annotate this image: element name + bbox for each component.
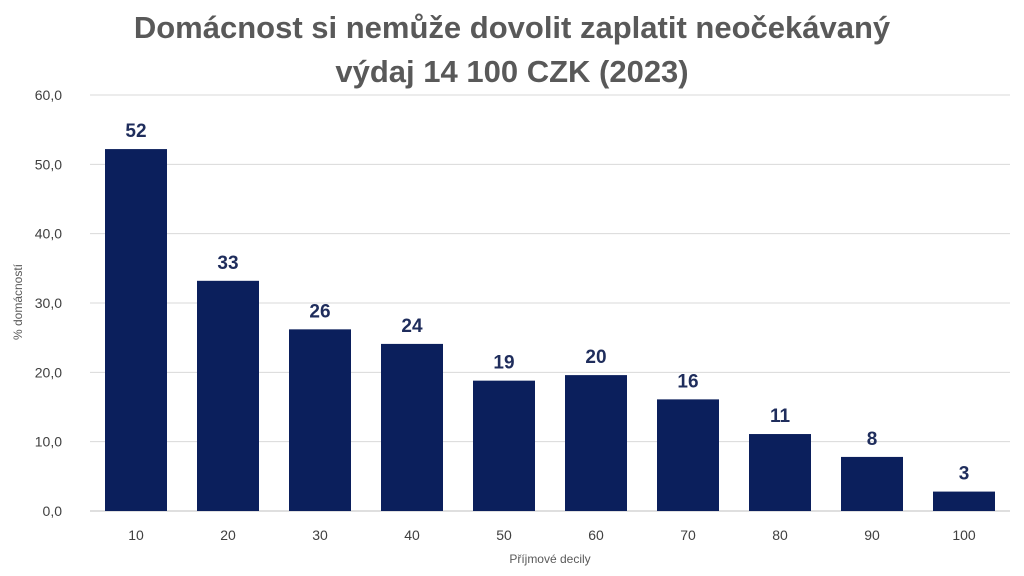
x-axis-ticks: 10 20 30 40 50 60 70 80 90 100 [128,527,976,543]
bar [841,456,903,511]
bar [657,399,719,511]
x-tick-label: 80 [772,527,788,543]
bar [289,329,351,511]
y-axis-ticks: 0,0 10,0 20,0 30,0 40,0 50,0 60,0 [35,87,62,519]
bar [749,434,811,511]
chart-title-line2: výdaj 14 100 CZK (2023) [335,54,689,89]
y-tick-label: 60,0 [35,87,62,103]
x-tick-label: 70 [680,527,696,543]
x-tick-label: 40 [404,527,420,543]
data-label: 8 [867,429,878,450]
bar [473,380,535,511]
x-tick-label: 90 [864,527,880,543]
x-tick-label: 100 [952,527,976,543]
y-tick-label: 30,0 [35,295,62,311]
x-tick-label: 50 [496,527,512,543]
chart-title-line1: Domácnost si nemůže dovolit zaplatit neo… [133,10,891,45]
x-axis-label: Příjmové decily [509,552,590,566]
y-axis-label: % domácností [11,263,25,340]
x-tick-label: 60 [588,527,604,543]
data-label: 26 [309,301,330,322]
bars [105,149,995,511]
data-label: 19 [493,353,514,374]
y-tick-label: 0,0 [43,503,63,519]
data-label: 3 [959,464,970,485]
y-tick-label: 20,0 [35,364,62,380]
bar [381,343,443,511]
data-labels: 52 33 26 24 19 20 16 11 8 3 [125,121,969,485]
x-tick-label: 20 [220,527,236,543]
x-tick-label: 10 [128,527,144,543]
data-label: 33 [217,253,238,274]
data-label: 24 [401,316,423,337]
chart-title: Domácnost si nemůže dovolit zaplatit neo… [0,6,1024,94]
bar [933,491,995,511]
bar [197,280,259,511]
x-tick-label: 30 [312,527,328,543]
data-label: 52 [125,121,146,142]
y-tick-label: 50,0 [35,156,62,172]
y-tick-label: 40,0 [35,226,62,242]
y-tick-label: 10,0 [35,434,62,450]
data-label: 20 [585,347,606,368]
bar [565,375,627,511]
data-label: 11 [770,406,791,427]
data-label: 16 [677,371,698,392]
bar [105,149,167,511]
